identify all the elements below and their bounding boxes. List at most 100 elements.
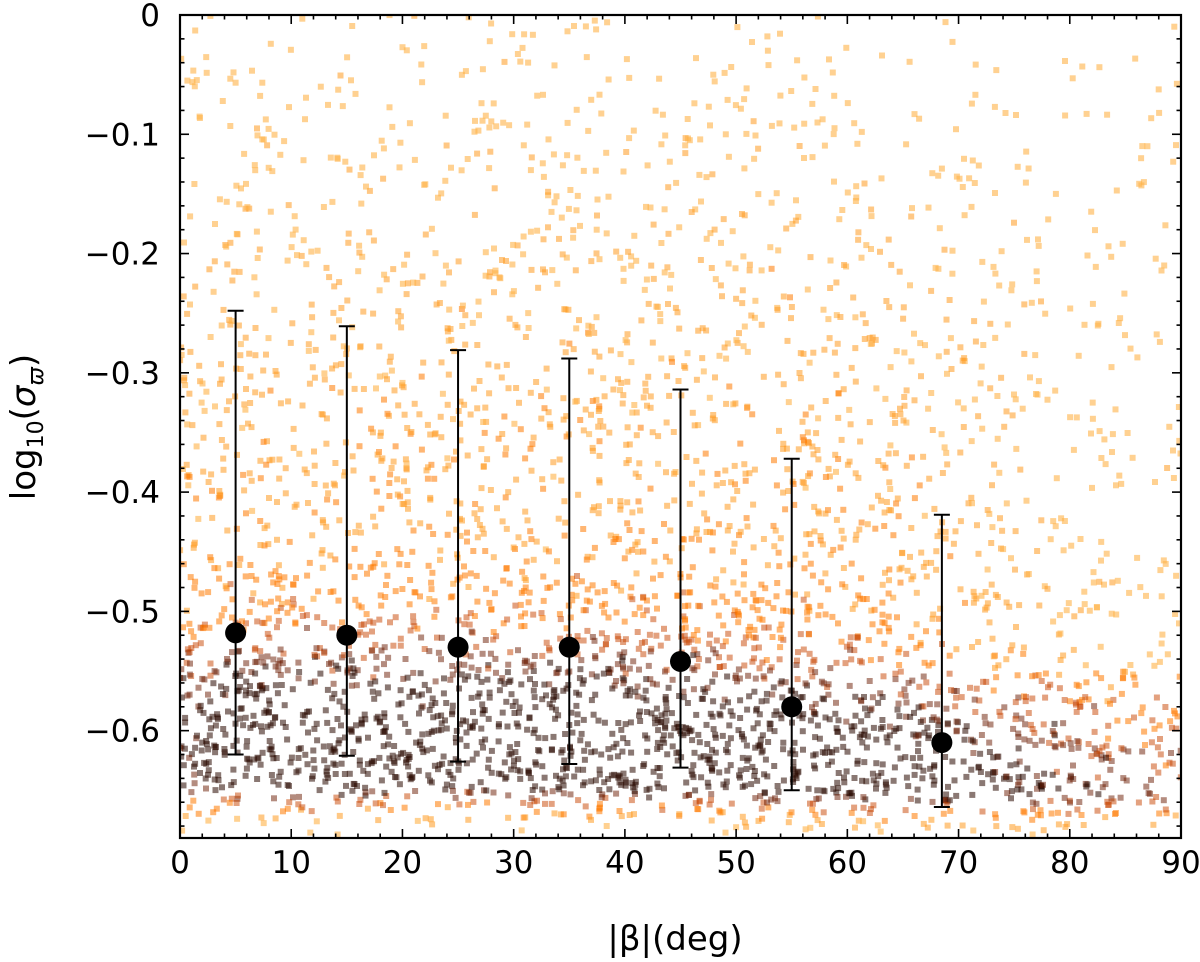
star-point [345, 239, 352, 246]
star-point [289, 231, 296, 238]
star-point [286, 104, 292, 111]
star-point [567, 187, 574, 193]
star-point [702, 688, 709, 695]
star-point [885, 613, 892, 620]
star-point [520, 233, 527, 240]
star-point [1016, 758, 1023, 765]
star-point [709, 746, 715, 753]
star-point [776, 656, 783, 663]
star-point [284, 805, 291, 812]
star-point [975, 413, 982, 420]
star-point [640, 394, 647, 401]
star-point [265, 541, 272, 548]
star-point [838, 527, 845, 534]
star-point [654, 746, 661, 752]
star-point [716, 352, 723, 359]
star-point [1134, 554, 1141, 561]
star-point [503, 361, 510, 368]
star-point [350, 467, 357, 474]
star-point [1122, 332, 1128, 339]
star-point [487, 650, 494, 657]
star-point [1103, 550, 1110, 557]
star-point [936, 683, 943, 690]
star-point [625, 548, 632, 555]
star-point [367, 680, 374, 687]
star-point [387, 353, 394, 360]
star-point [397, 550, 404, 557]
star-point [935, 688, 942, 695]
star-point [349, 787, 356, 794]
star-point [995, 662, 1002, 669]
star-point [1040, 721, 1047, 728]
star-point [690, 632, 697, 638]
star-point [274, 608, 281, 615]
star-point [205, 746, 212, 753]
star-point [522, 657, 529, 664]
star-point [502, 451, 509, 458]
star-point [405, 728, 412, 735]
star-point [445, 337, 452, 344]
star-point [762, 585, 769, 592]
star-point [733, 295, 740, 302]
star-point [500, 620, 507, 627]
star-point [211, 776, 218, 783]
star-point [953, 792, 960, 799]
star-point [659, 111, 666, 118]
star-point [707, 710, 714, 717]
star-point [630, 784, 637, 791]
star-point [1102, 814, 1109, 821]
star-point [800, 746, 806, 753]
star-point [525, 59, 532, 66]
star-point [356, 761, 363, 768]
star-point [752, 597, 759, 604]
star-point [258, 654, 265, 661]
star-point [664, 502, 671, 509]
star-point [610, 539, 617, 545]
star-point [299, 15, 306, 22]
star-point [237, 672, 244, 679]
star-point [820, 787, 827, 794]
star-point [855, 592, 862, 599]
star-point [797, 631, 804, 638]
star-point [186, 390, 193, 397]
star-point [577, 666, 584, 673]
star-point [820, 809, 827, 816]
star-point [806, 650, 813, 657]
star-point [933, 566, 940, 573]
star-point [330, 760, 337, 767]
star-point [980, 298, 987, 305]
star-point [264, 630, 271, 637]
star-point [336, 279, 343, 286]
star-point [216, 618, 223, 625]
star-point [302, 751, 309, 758]
star-point [723, 355, 730, 362]
star-point [883, 499, 890, 505]
star-point [990, 263, 997, 270]
star-point [755, 191, 762, 198]
star-point [809, 704, 815, 711]
star-point [783, 607, 790, 614]
star-point [304, 761, 311, 768]
star-point [605, 76, 612, 83]
star-point [712, 731, 719, 738]
star-point [957, 586, 964, 593]
star-point [980, 342, 987, 348]
star-point [518, 589, 525, 596]
star-point [807, 717, 814, 724]
star-point [849, 605, 856, 612]
star-point [896, 645, 903, 652]
star-point [237, 555, 244, 562]
star-point [829, 749, 836, 756]
star-point [380, 145, 387, 152]
star-point [628, 749, 635, 756]
star-point [631, 402, 638, 408]
star-point [223, 661, 230, 668]
star-point [867, 340, 874, 347]
star-point [703, 327, 710, 334]
star-point [851, 804, 858, 811]
star-point [518, 623, 525, 630]
star-point [551, 810, 558, 817]
star-point [909, 677, 916, 684]
star-point [993, 674, 1000, 681]
star-point [530, 668, 537, 674]
